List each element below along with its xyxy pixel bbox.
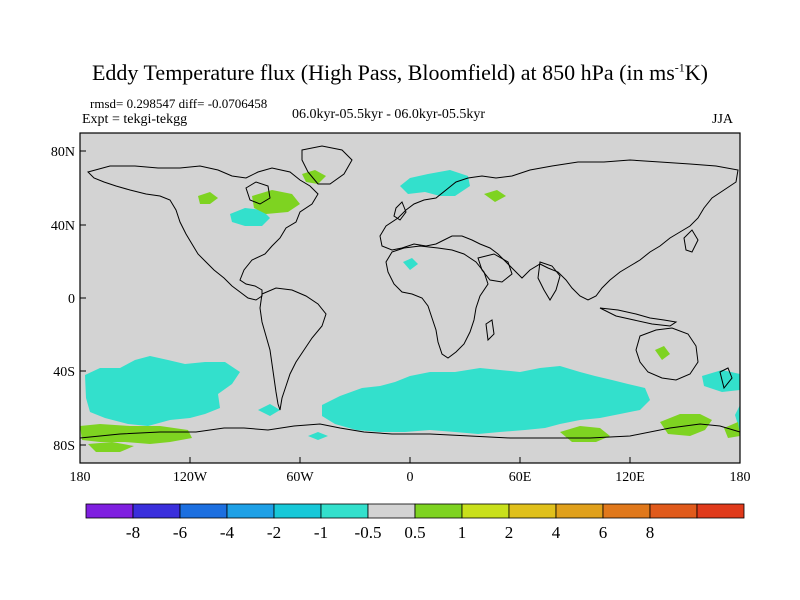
africa-coast bbox=[385, 245, 489, 359]
legend-colorbar bbox=[85, 503, 745, 519]
uk-coast bbox=[393, 201, 407, 221]
antarctica-coast bbox=[79, 423, 741, 439]
legend-label: -0.5 bbox=[355, 523, 382, 542]
hudson-bay bbox=[245, 181, 271, 205]
stats-text: rmsd= 0.298547 diff= -0.0706458 bbox=[90, 96, 268, 111]
x-tick-label: 120W bbox=[173, 470, 208, 485]
anomaly-region bbox=[660, 414, 712, 436]
madagascar-coast bbox=[485, 319, 495, 342]
axis-tick-marks bbox=[79, 150, 741, 463]
x-tick-label: 0 bbox=[407, 470, 414, 485]
anomaly-region bbox=[198, 192, 218, 204]
y-tick-label: 40N bbox=[51, 219, 75, 234]
x-tick-label: 120E bbox=[615, 470, 645, 485]
anomaly-region bbox=[230, 208, 270, 226]
negative-anomaly-regions bbox=[85, 170, 740, 440]
japan-coast bbox=[683, 229, 699, 253]
anomaly-region bbox=[400, 170, 470, 196]
south-america-coast bbox=[259, 287, 327, 411]
legend-color-box bbox=[179, 503, 228, 519]
legend-color-box bbox=[602, 503, 651, 519]
legend-color-box bbox=[226, 503, 275, 519]
legend-color-box bbox=[414, 503, 463, 519]
x-tick-label: 180 bbox=[730, 470, 751, 485]
legend-color-box bbox=[461, 503, 510, 519]
x-tick-label: 180 bbox=[70, 470, 91, 485]
season-label: JJA bbox=[712, 112, 734, 127]
legend-color-box bbox=[273, 503, 322, 519]
legend-label: 1 bbox=[458, 523, 467, 542]
y-tick-label: 80S bbox=[53, 439, 75, 454]
anomaly-region bbox=[308, 432, 328, 440]
anomaly-region bbox=[484, 190, 506, 202]
australia-coast bbox=[635, 327, 699, 381]
legend-labels: -8 -6 -4 -2 -1 -0.5 0.5 1 2 4 6 8 bbox=[126, 523, 654, 542]
anomaly-region bbox=[80, 424, 192, 444]
indonesia-coast bbox=[599, 307, 678, 327]
india-coast bbox=[537, 261, 561, 301]
legend-color-box bbox=[555, 503, 604, 519]
legend-label: 4 bbox=[552, 523, 561, 542]
x-tick-label: 60E bbox=[509, 470, 532, 485]
new-zealand-coast bbox=[719, 367, 733, 390]
north-america-coast bbox=[87, 165, 319, 301]
anomaly-region bbox=[302, 170, 326, 184]
experiment-label: Expt = tekgi-tekgg bbox=[82, 112, 188, 127]
legend-label: 2 bbox=[505, 523, 514, 542]
anomaly-region bbox=[85, 356, 240, 426]
legend-color-box bbox=[132, 503, 181, 519]
greenland-coast bbox=[301, 145, 353, 185]
legend-color-box bbox=[508, 503, 557, 519]
y-tick-label: 0 bbox=[68, 292, 75, 307]
anomaly-region bbox=[322, 366, 650, 434]
anomaly-region bbox=[252, 190, 300, 214]
x-tick-label: 60W bbox=[286, 470, 314, 485]
coastlines bbox=[79, 145, 741, 439]
period-label: 06.0kyr-05.5kyr - 06.0kyr-05.5kyr bbox=[292, 107, 486, 122]
legend-label: -8 bbox=[126, 523, 140, 542]
legend-label: 8 bbox=[646, 523, 655, 542]
y-tick-label: 80N bbox=[51, 145, 75, 160]
legend-label: 0.5 bbox=[404, 523, 425, 542]
positive-anomaly-regions bbox=[80, 170, 740, 452]
legend-color-box bbox=[696, 503, 745, 519]
anomaly-region bbox=[88, 442, 134, 452]
arabia-coast bbox=[477, 253, 513, 283]
legend-label: 6 bbox=[599, 523, 608, 542]
legend-label: -6 bbox=[173, 523, 187, 542]
legend-color-box bbox=[649, 503, 698, 519]
legend-color-box bbox=[367, 503, 416, 519]
y-tick-label: 40S bbox=[53, 365, 75, 380]
europe-asia-coast bbox=[379, 159, 739, 301]
anomaly-region bbox=[403, 258, 418, 270]
legend-color-box bbox=[320, 503, 369, 519]
legend-color-box bbox=[85, 503, 134, 519]
legend-label: -4 bbox=[220, 523, 235, 542]
anomaly-region bbox=[655, 346, 670, 360]
chart-title: Eddy Temperature flux (High Pass, Bloomf… bbox=[91, 60, 708, 85]
anomaly-region bbox=[735, 405, 740, 432]
legend-label: -1 bbox=[314, 523, 328, 542]
legend-label: -2 bbox=[267, 523, 281, 542]
anomaly-region bbox=[258, 404, 280, 416]
